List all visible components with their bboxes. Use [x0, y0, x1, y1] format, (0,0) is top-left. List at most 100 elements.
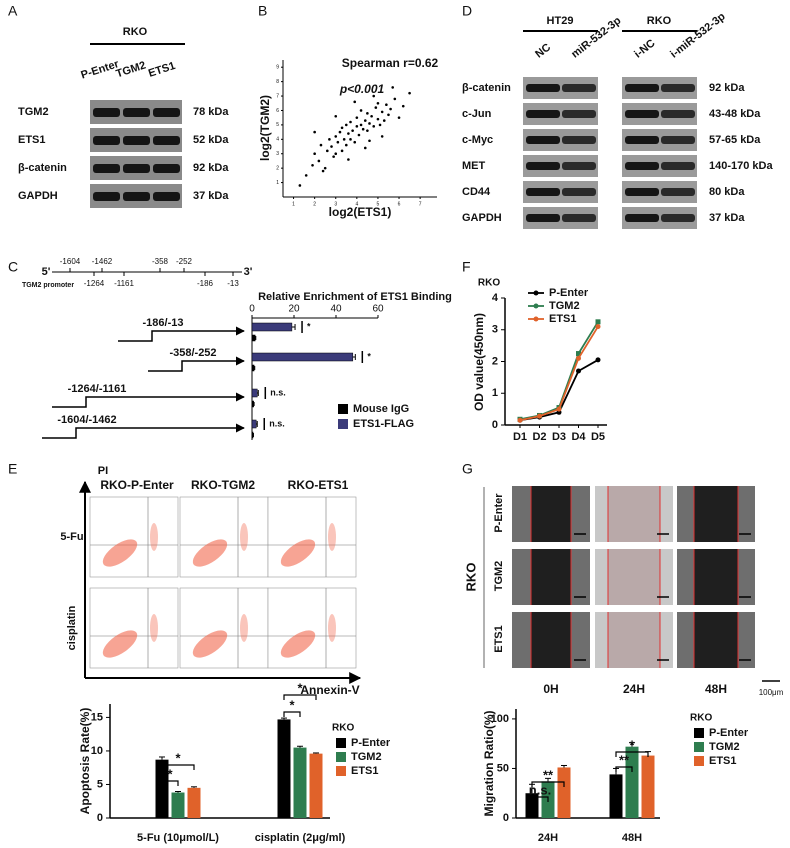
legend-label: TGM2: [351, 751, 382, 763]
point: [378, 123, 382, 127]
band: [153, 108, 180, 117]
point: [359, 109, 363, 112]
point: [393, 97, 397, 101]
panel-label: F: [462, 259, 471, 275]
point: [344, 123, 348, 127]
wound-gap: [694, 486, 738, 542]
band: [661, 84, 695, 92]
point: [334, 152, 338, 156]
legend-title: RKO: [332, 723, 354, 734]
flow-plot: [179, 587, 269, 669]
x-tick-label: D4: [571, 431, 586, 443]
band: [526, 84, 560, 92]
x-tick-label: 20: [288, 304, 300, 315]
site-label: -358: [152, 257, 169, 266]
annotation: *: [629, 737, 635, 752]
point: [357, 133, 361, 137]
annotation: *: [367, 351, 371, 361]
annotation: *: [297, 680, 303, 695]
point: [328, 138, 331, 141]
protein-label: c-Myc: [462, 134, 493, 146]
y-tick-label: 2: [492, 355, 498, 367]
lane-label: ETS1: [147, 60, 177, 80]
x-tick-label: D2: [532, 431, 546, 443]
site-label: -186: [197, 279, 214, 288]
blot: [523, 77, 598, 99]
point: [385, 103, 388, 107]
protein-label: c-Jun: [462, 108, 492, 120]
protein-label: MET: [462, 160, 486, 172]
band: [123, 192, 150, 201]
legend-label: ETS1: [709, 755, 737, 767]
legend-label: ETS1-FLAG: [353, 418, 414, 430]
band: [562, 162, 596, 170]
site-label: -252: [176, 257, 193, 266]
bar: [525, 793, 539, 818]
x-tick-label: 4: [355, 201, 358, 207]
bracket: [531, 796, 549, 802]
legend-marker: [533, 303, 539, 309]
point: [332, 155, 335, 158]
bar: [251, 322, 293, 332]
point: [355, 116, 359, 119]
legend-swatch: [694, 742, 704, 752]
point: [370, 114, 373, 118]
x-tick-label: 3: [334, 201, 337, 207]
x-tick-label: 1: [292, 201, 295, 207]
row-label: ETS1: [493, 625, 505, 653]
cell-line: RKO: [123, 26, 148, 38]
column-label: 48H: [705, 682, 727, 696]
marker: [595, 357, 601, 363]
row-label: 5-Fu: [60, 531, 83, 543]
band: [93, 192, 120, 201]
annotation: p<0.001: [339, 82, 385, 96]
wound-gap: [608, 486, 660, 542]
annotation: *: [167, 766, 173, 781]
point: [351, 129, 354, 132]
x-tick-label: 5-Fu (10μmol/L): [137, 832, 219, 844]
band: [562, 188, 596, 196]
panel-label: C: [8, 259, 18, 275]
marker: [517, 417, 523, 423]
row-label: cisplatin: [66, 605, 78, 650]
size-label: 92 kDa: [193, 162, 229, 174]
y-tick-label: 7: [276, 93, 279, 99]
point: [382, 119, 386, 122]
x-tick-label: D3: [552, 431, 566, 443]
lane-label: NC: [533, 41, 553, 60]
category-label: -186/-13: [143, 317, 184, 329]
blot: [622, 181, 697, 203]
size-label: 37 kDa: [193, 190, 229, 202]
annotation: **: [619, 752, 630, 767]
point: [311, 163, 314, 167]
x-tick-label: 60: [372, 304, 384, 315]
point: [368, 139, 371, 143]
point: [361, 127, 365, 131]
band: [526, 110, 560, 118]
point: [344, 143, 348, 147]
cell-cloud: [280, 539, 316, 567]
point: [397, 116, 401, 119]
panel-label: E: [8, 461, 17, 477]
y-tick-label: 2: [276, 165, 279, 171]
x-tick-label: cisplatin (2μg/ml): [255, 832, 346, 844]
band: [93, 164, 120, 173]
blot: [622, 103, 697, 125]
y-tick-label: 3: [492, 324, 498, 336]
band: [123, 164, 150, 173]
bracket: [283, 694, 317, 700]
legend-marker: [533, 316, 539, 322]
x-tick-label: 6: [398, 201, 401, 207]
y-tick-label: 6: [276, 108, 279, 114]
point: [326, 149, 329, 153]
bar: [155, 759, 169, 818]
y-tick-label: 15: [91, 711, 103, 723]
bar: [309, 753, 323, 818]
bracket: [531, 781, 565, 787]
cell-cloud: [150, 523, 158, 551]
column-label: 24H: [623, 682, 645, 696]
point: [298, 184, 302, 187]
construct: [42, 423, 245, 439]
protein-label: β-catenin: [462, 82, 511, 94]
y-tick-label: 5: [276, 122, 279, 128]
